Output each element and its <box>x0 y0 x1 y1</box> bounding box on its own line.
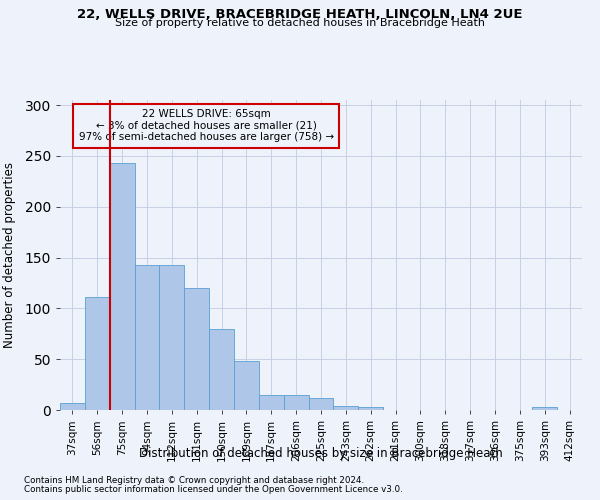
Text: Size of property relative to detached houses in Bracebridge Heath: Size of property relative to detached ho… <box>115 18 485 28</box>
Text: Contains public sector information licensed under the Open Government Licence v3: Contains public sector information licen… <box>24 485 403 494</box>
Bar <box>308 398 334 410</box>
Bar <box>60 403 85 410</box>
Bar <box>532 407 557 410</box>
Bar <box>334 406 358 410</box>
Bar <box>259 395 284 410</box>
Bar <box>134 264 160 410</box>
Text: Distribution of detached houses by size in Bracebridge Heath: Distribution of detached houses by size … <box>139 448 503 460</box>
Text: 22, WELLS DRIVE, BRACEBRIDGE HEATH, LINCOLN, LN4 2UE: 22, WELLS DRIVE, BRACEBRIDGE HEATH, LINC… <box>77 8 523 20</box>
Text: 22 WELLS DRIVE: 65sqm
← 3% of detached houses are smaller (21)
97% of semi-detac: 22 WELLS DRIVE: 65sqm ← 3% of detached h… <box>79 110 334 142</box>
Bar <box>284 395 308 410</box>
Y-axis label: Number of detached properties: Number of detached properties <box>3 162 16 348</box>
Bar <box>209 328 234 410</box>
Bar <box>358 407 383 410</box>
Bar <box>85 297 110 410</box>
Bar <box>110 163 134 410</box>
Bar <box>160 264 184 410</box>
Bar <box>184 288 209 410</box>
Bar <box>234 361 259 410</box>
Text: Contains HM Land Registry data © Crown copyright and database right 2024.: Contains HM Land Registry data © Crown c… <box>24 476 364 485</box>
